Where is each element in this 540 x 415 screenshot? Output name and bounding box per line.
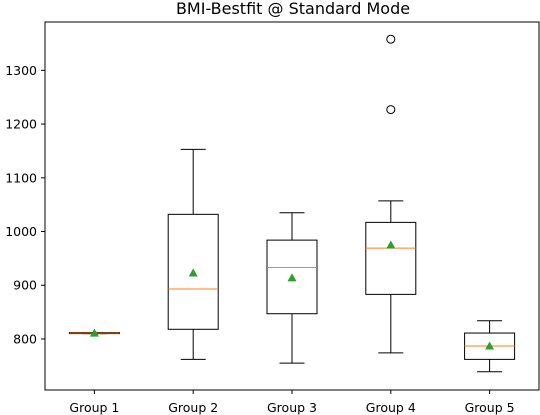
iqr-box bbox=[167, 213, 219, 330]
x-tick-label: Group 2 bbox=[168, 400, 218, 415]
mean-marker bbox=[188, 268, 198, 277]
y-tick-label: 900 bbox=[13, 278, 37, 293]
plot-area: 800 900 1000 1100 1200 1300 Group 1 Group 2 Grou… bbox=[5, 34, 516, 415]
y-tick-label: 1300 bbox=[5, 63, 37, 78]
mean-marker bbox=[287, 273, 297, 282]
iqr-box bbox=[365, 221, 417, 295]
y-tick-label: 800 bbox=[13, 331, 37, 346]
iqr-box bbox=[266, 239, 318, 315]
x-tick-label: Group 3 bbox=[267, 400, 317, 415]
mean-marker bbox=[89, 328, 99, 337]
mean-marker bbox=[485, 341, 495, 350]
y-tick-label: 1100 bbox=[5, 170, 37, 185]
axes-frame bbox=[44, 21, 540, 391]
x-tick-label: Group 5 bbox=[465, 400, 515, 415]
y-tick-label: 1000 bbox=[5, 224, 37, 239]
outlier-point bbox=[386, 105, 396, 115]
chart-title: BMI-Bestfit @ Standard Mode bbox=[176, 0, 410, 18]
x-tick-label: Group 4 bbox=[366, 400, 416, 415]
x-tick-label: Group 1 bbox=[69, 400, 119, 415]
y-tick-label: 1200 bbox=[5, 117, 37, 132]
outlier-point bbox=[386, 34, 396, 44]
mean-marker bbox=[386, 240, 396, 249]
